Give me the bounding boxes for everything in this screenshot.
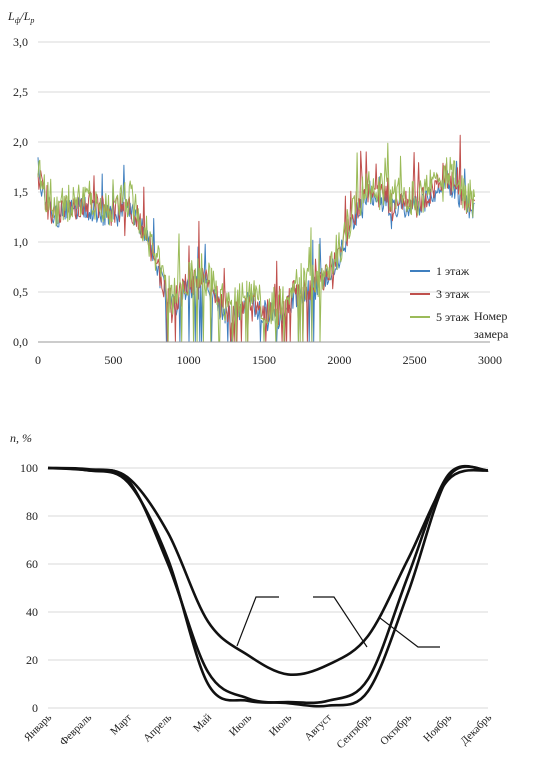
legend-label-1: 1 этаж (436, 264, 470, 278)
bottom-x-tick-label: Сентябрь (334, 712, 374, 752)
bottom-x-tick-label: Июль (267, 712, 294, 739)
top-line-chart: 0,0 0,5 1,0 1,5 2,0 2,5 3,0 0 500 1000 1500 2000 25… (7, 9, 509, 367)
top-y-tick-label: 0,5 (13, 285, 28, 299)
top-x-axis-label-line1: Номер (474, 309, 507, 323)
bottom-x-tick-label: Декабрь (458, 712, 494, 748)
bottom-x-tick-label: Апрель (141, 712, 174, 745)
top-x-ticks: 0 500 1000 1500 2000 2500 3000 (35, 353, 502, 367)
leader-line-3 (379, 617, 440, 648)
top-y-tick-label: 2,5 (13, 85, 28, 99)
bottom-y-tick-label: 0 (32, 701, 38, 715)
bottom-series-line-3 (47, 465, 489, 708)
top-x-tick-label: 3000 (478, 353, 502, 367)
bottom-y-tick-label: 20 (26, 653, 38, 667)
bottom-x-ticks: Январь Февраль Март Апрель Май Июль Июль Август… (22, 712, 494, 752)
bottom-y-tick-label: 80 (26, 509, 38, 523)
top-y-axis-label: Lф/Lр (7, 9, 34, 25)
bottom-x-tick-label: Октябрь (378, 712, 414, 748)
bottom-leader-lines (236, 596, 440, 648)
top-x-tick-label: 1500 (252, 353, 276, 367)
top-series-lines (37, 134, 476, 343)
bottom-x-tick-label: Январь (22, 712, 54, 744)
bottom-gridlines (48, 467, 488, 709)
top-y-ticks: 0,0 0,5 1,0 1,5 2,0 2,5 3,0 (13, 35, 28, 349)
top-y-tick-label: 3,0 (13, 35, 28, 49)
top-x-axis-label-line2: замера (474, 327, 509, 341)
leader-line-1 (236, 596, 279, 647)
bottom-series-lines (47, 464, 489, 708)
top-x-tick-label: 2500 (403, 353, 427, 367)
bottom-x-tick-label: Февраль (58, 712, 95, 749)
leader-line-2 (313, 596, 368, 648)
bottom-y-axis-label: n, % (10, 431, 32, 445)
top-series-line-3 (37, 142, 476, 343)
bottom-x-tick-label: Август (302, 712, 334, 744)
bottom-x-tick-label: Ноябрь (421, 712, 454, 745)
bottom-x-tick-label: Июль (227, 712, 254, 739)
legend-label-3: 5 этаж (436, 310, 470, 324)
top-series-line-2 (37, 134, 476, 343)
top-y-tick-label: 1,0 (13, 235, 28, 249)
legend-label-2: 3 этаж (436, 287, 470, 301)
bottom-x-tick-label: Май (191, 712, 214, 735)
top-y-tick-label: 0,0 (13, 335, 28, 349)
bottom-y-tick-label: 40 (26, 605, 38, 619)
bottom-line-chart: 0 20 40 60 80 100 Январь Февраль Март Апрель Май И… (10, 431, 494, 752)
bottom-series-line-1 (47, 466, 489, 677)
top-y-tick-label: 2,0 (13, 135, 28, 149)
top-x-tick-label: 500 (104, 353, 122, 367)
bottom-x-tick-label: Март (108, 712, 134, 738)
bottom-y-tick-label: 60 (26, 557, 38, 571)
bottom-y-ticks: 0 20 40 60 80 100 (20, 461, 38, 715)
top-x-tick-label: 1000 (177, 353, 201, 367)
bottom-y-tick-label: 100 (20, 461, 38, 475)
top-y-tick-label: 1,5 (13, 185, 28, 199)
top-legend: 1 этаж 3 этаж 5 этаж (410, 264, 470, 324)
top-x-tick-label: 2000 (327, 353, 351, 367)
top-x-tick-label: 0 (35, 353, 41, 367)
